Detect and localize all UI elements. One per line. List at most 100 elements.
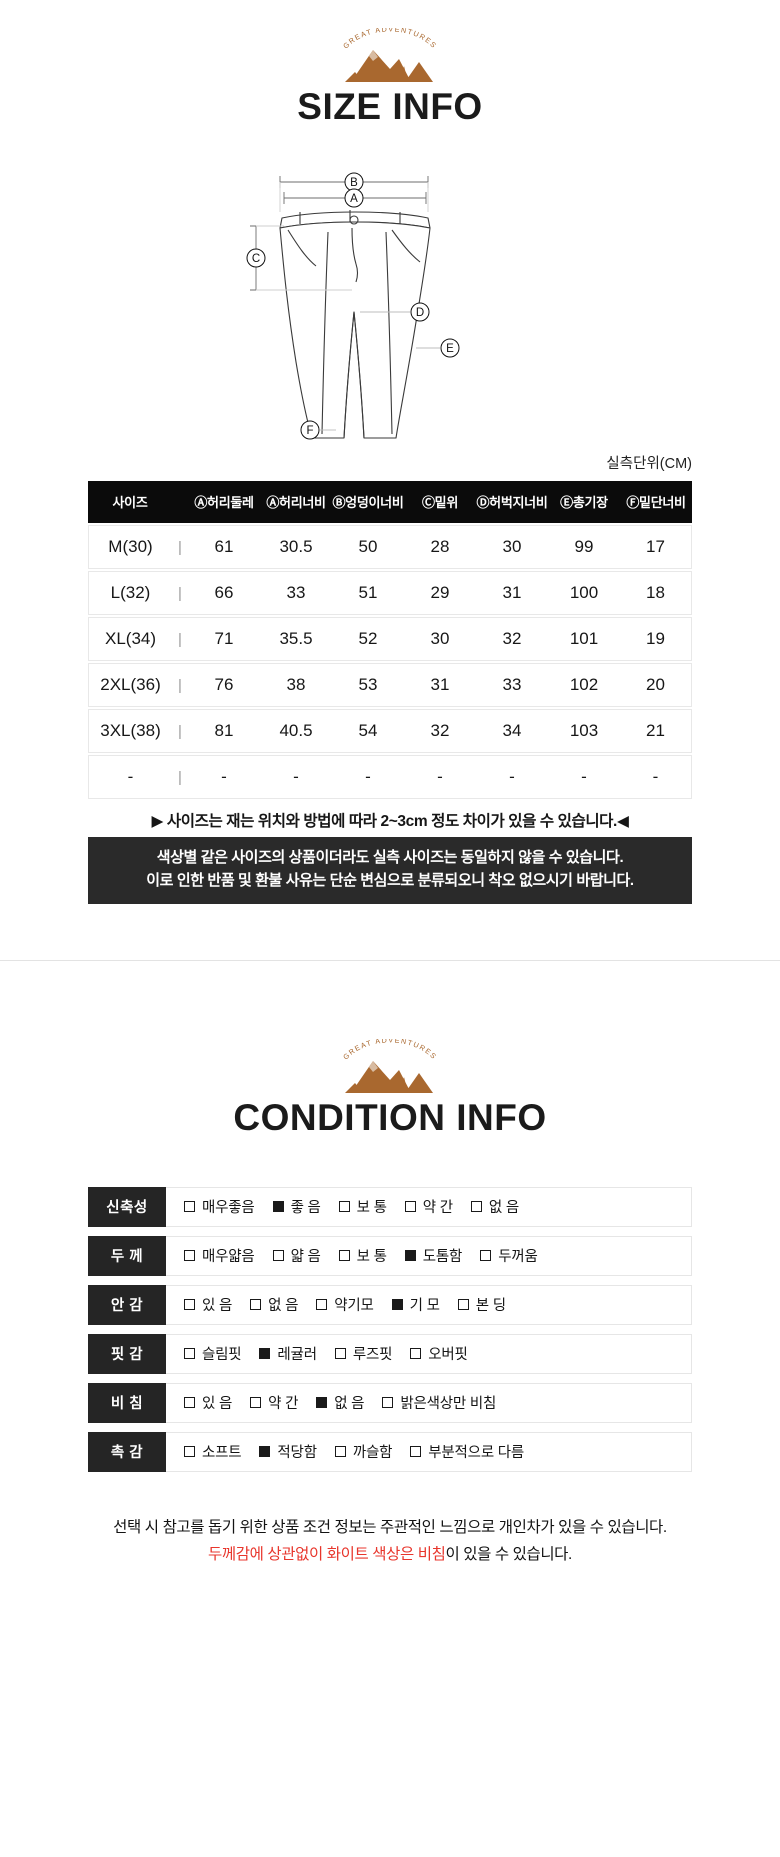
condition-option[interactable]: 보 통 (338, 1196, 387, 1217)
size-table-body: M(30) | 61 30.5 50 28 30 99 17 L(32) | 66 33 51 29 31 10… (88, 525, 692, 799)
condition-option[interactable]: 오버핏 (410, 1343, 468, 1364)
table-row: M(30) | 61 30.5 50 28 30 99 17 (88, 525, 692, 569)
checkbox-unchecked-icon[interactable] (470, 1201, 482, 1212)
size-tolerance-notice: ▶ 사이즈는 재는 위치와 방법에 따라 2~3cm 정도 차이가 있을 수 있… (151, 813, 629, 830)
condition-row-label: 두 께 (88, 1235, 166, 1276)
cell-measurement: 51 (332, 571, 404, 615)
marker-A: A (350, 193, 358, 205)
condition-option[interactable]: 도톰함 (404, 1245, 462, 1266)
checkbox-checked-icon[interactable] (272, 1201, 284, 1212)
cell-measurement: 71 (188, 617, 260, 661)
checkbox-unchecked-icon[interactable] (480, 1250, 492, 1261)
condition-option[interactable]: 약기모 (316, 1294, 374, 1315)
size-table: 사이즈 Ⓐ허리둘레 Ⓐ허리너비 Ⓑ엉덩이너비 Ⓒ밑위 Ⓓ허벅지너비 Ⓔ총기장 Ⓕ… (88, 479, 692, 801)
checkbox-unchecked-icon[interactable] (334, 1446, 346, 1457)
checkbox-unchecked-icon[interactable] (184, 1299, 195, 1310)
condition-option[interactable]: 좋 음 (272, 1196, 321, 1217)
cell-measurement: 35.5 (260, 617, 332, 661)
condition-option[interactable]: 까슬함 (334, 1441, 392, 1462)
condition-option[interactable]: 두꺼움 (480, 1245, 538, 1266)
cell-measurement: 53 (332, 663, 404, 707)
cell-size-name: - (88, 755, 172, 799)
cell-separator: | (172, 571, 188, 615)
condition-option-label: 루즈핏 (352, 1347, 393, 1363)
condition-option-label: 없 음 (334, 1396, 365, 1412)
condition-option-label: 없 음 (268, 1298, 299, 1314)
condition-option[interactable]: 없 음 (470, 1196, 519, 1217)
checkbox-unchecked-icon[interactable] (334, 1348, 346, 1359)
condition-option[interactable]: 본 딩 (457, 1294, 506, 1315)
condition-options: 있 음 약 간 없 음 밝은색상만 비침 (166, 1382, 692, 1423)
brand-logo-top: GREAT ADVENTURES (0, 28, 780, 84)
condition-option[interactable]: 약 간 (404, 1196, 453, 1217)
checkbox-unchecked-icon[interactable] (382, 1397, 394, 1408)
checkbox-checked-icon[interactable] (259, 1348, 271, 1359)
condition-option[interactable]: 부분적으로 다름 (410, 1441, 524, 1462)
checkbox-unchecked-icon[interactable] (316, 1299, 328, 1310)
checkbox-unchecked-icon[interactable] (457, 1299, 469, 1310)
cell-measurement: 21 (620, 709, 692, 753)
checkbox-unchecked-icon[interactable] (410, 1446, 422, 1457)
checkbox-unchecked-icon[interactable] (338, 1250, 350, 1261)
checkbox-unchecked-icon[interactable] (184, 1446, 195, 1457)
cell-separator: | (172, 755, 188, 799)
condition-option[interactable]: 있 음 (184, 1392, 232, 1413)
condition-footnote: 선택 시 참고를 돕기 위한 상품 조건 정보는 주관적인 느낌으로 개인차가 … (40, 1514, 740, 1568)
condition-option[interactable]: 루즈핏 (334, 1343, 393, 1364)
condition-option[interactable]: 레귤러 (259, 1343, 317, 1364)
size-disclaimer-line1: 색상별 같은 사이즈의 상품이더라도 실측 사이즈는 동일하지 않을 수 있습니… (156, 849, 624, 866)
checkbox-unchecked-icon[interactable] (184, 1201, 195, 1212)
cell-measurement: - (620, 755, 692, 799)
condition-option[interactable]: 기 모 (391, 1294, 440, 1315)
condition-options: 매우좋음 좋 음 보 통 약 간 없 음 (166, 1186, 692, 1227)
table-row: 3XL(38) | 81 40.5 54 32 34 103 21 (88, 709, 692, 753)
checkbox-unchecked-icon[interactable] (184, 1250, 195, 1261)
condition-options: 매우얇음 얇 음 보 통 도톰함 두꺼움 (166, 1235, 692, 1276)
cell-measurement: - (260, 755, 332, 799)
svg-text:GREAT ADVENTURES: GREAT ADVENTURES (341, 1039, 439, 1061)
cell-measurement: - (332, 755, 404, 799)
checkbox-checked-icon[interactable] (391, 1299, 403, 1310)
cell-measurement: 33 (476, 663, 548, 707)
cell-size-name: 2XL(36) (88, 663, 172, 707)
condition-option[interactable]: 없 음 (316, 1392, 365, 1413)
checkbox-unchecked-icon[interactable] (410, 1348, 422, 1359)
condition-option[interactable]: 밝은색상만 비침 (382, 1392, 496, 1413)
condition-option[interactable]: 적당함 (259, 1441, 317, 1462)
checkbox-checked-icon[interactable] (316, 1397, 328, 1408)
condition-option-label: 약기모 (334, 1298, 374, 1314)
cell-measurement: 19 (620, 617, 692, 661)
condition-option[interactable]: 약 간 (250, 1392, 298, 1413)
cell-measurement: 101 (548, 617, 620, 661)
condition-option[interactable]: 매우얇음 (184, 1245, 255, 1266)
condition-option-label: 소프트 (202, 1445, 242, 1461)
checkbox-checked-icon[interactable] (259, 1446, 271, 1457)
mountain-logo-icon: GREAT ADVENTURES (315, 1039, 465, 1095)
condition-option[interactable]: 슬림핏 (184, 1343, 242, 1364)
checkbox-checked-icon[interactable] (404, 1250, 416, 1261)
checkbox-unchecked-icon[interactable] (338, 1201, 350, 1212)
cell-measurement: 50 (332, 525, 404, 569)
condition-option-label: 없 음 (488, 1200, 519, 1216)
cell-separator: | (172, 525, 188, 569)
condition-option[interactable]: 있 음 (184, 1294, 232, 1315)
checkbox-unchecked-icon[interactable] (184, 1348, 195, 1359)
size-condition-info-page: GREAT ADVENTURES SIZE INFO (0, 28, 780, 1568)
checkbox-unchecked-icon[interactable] (184, 1397, 195, 1408)
condition-option-label: 적당함 (277, 1445, 317, 1461)
condition-option[interactable]: 보 통 (338, 1245, 387, 1266)
condition-option-label: 약 간 (422, 1200, 453, 1216)
checkbox-unchecked-icon[interactable] (250, 1299, 262, 1310)
checkbox-unchecked-icon[interactable] (404, 1201, 416, 1212)
condition-option[interactable]: 없 음 (250, 1294, 298, 1315)
cell-measurement: 54 (332, 709, 404, 753)
condition-row-label: 신축성 (88, 1186, 166, 1227)
cell-separator: | (172, 617, 188, 661)
condition-option[interactable]: 얇 음 (272, 1245, 321, 1266)
condition-option[interactable]: 매우좋음 (184, 1196, 255, 1217)
checkbox-unchecked-icon[interactable] (272, 1250, 284, 1261)
condition-options: 슬림핏 레귤러 루즈핏 오버핏 (166, 1333, 692, 1374)
checkbox-unchecked-icon[interactable] (250, 1397, 262, 1408)
condition-option[interactable]: 소프트 (184, 1441, 242, 1462)
pants-measurement-diagram: B A C D E F (0, 162, 780, 452)
